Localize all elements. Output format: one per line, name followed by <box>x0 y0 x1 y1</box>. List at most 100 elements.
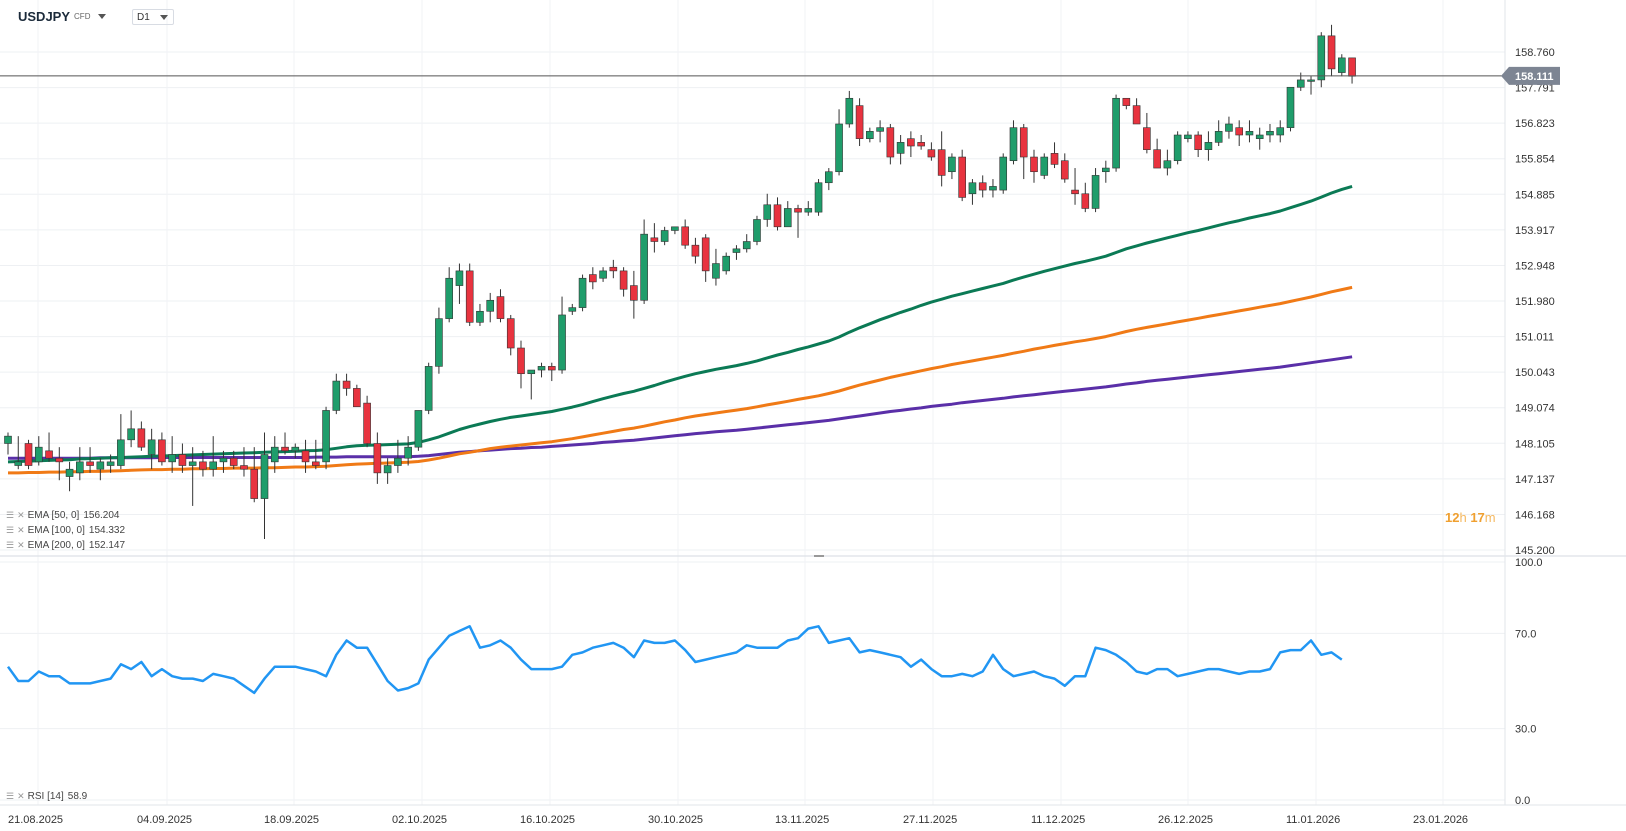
candle-body <box>1009 127 1018 162</box>
drag-handle-icon[interactable]: ☰ <box>6 791 14 801</box>
pane-resize-handle[interactable] <box>814 555 824 557</box>
candle-body <box>630 285 638 301</box>
candle-body <box>1225 123 1233 132</box>
candle <box>250 447 259 503</box>
candle <box>1112 94 1120 172</box>
legend-label: EMA [50, 0] <box>27 510 80 521</box>
candle <box>1163 149 1172 176</box>
candle-body <box>55 457 64 463</box>
date-tick-label: 16.10.2025 <box>520 814 575 826</box>
candle <box>414 410 423 451</box>
candle-body <box>476 310 484 323</box>
rsi-tick-label: 0.0 <box>1515 795 1530 807</box>
candle-body <box>65 468 74 477</box>
candle <box>117 414 125 470</box>
candle-body <box>270 446 279 463</box>
candle <box>866 127 874 143</box>
candle <box>855 98 864 147</box>
candle-body <box>1255 134 1264 139</box>
candle <box>1173 131 1182 165</box>
candle <box>619 267 628 297</box>
candle-body <box>147 439 156 455</box>
price-tick-label: 150.043 <box>1515 367 1555 379</box>
date-tick-label: 18.09.2025 <box>264 814 319 826</box>
candle <box>927 142 936 161</box>
drag-handle-icon[interactable]: ☰ <box>6 525 14 535</box>
candle-body <box>137 428 146 448</box>
candle <box>814 179 823 216</box>
price-tick-label: 151.980 <box>1515 296 1555 308</box>
legend-label: EMA [200, 0] <box>27 540 85 551</box>
candle <box>332 373 341 415</box>
price-tick-label: 153.917 <box>1515 225 1555 237</box>
candle-body <box>424 366 433 411</box>
candle <box>907 131 915 158</box>
drag-handle-icon[interactable]: ☰ <box>6 540 14 550</box>
drag-handle-icon[interactable]: ☰ <box>6 510 14 520</box>
candle-body <box>824 171 833 184</box>
candle <box>1030 149 1038 183</box>
close-icon[interactable]: ✕ <box>17 540 24 550</box>
candle-body <box>1143 127 1151 150</box>
candle <box>199 450 207 477</box>
candle-body <box>1019 127 1028 158</box>
candle <box>999 153 1008 194</box>
candle-body <box>301 450 310 463</box>
candle <box>229 450 238 470</box>
candle <box>671 226 679 235</box>
candle-body <box>188 461 197 466</box>
timeframe-selector[interactable]: D1 <box>132 9 174 25</box>
candle-body <box>712 263 720 279</box>
candle <box>804 201 813 216</box>
candle-body <box>168 454 176 463</box>
date-tick-label: 04.09.2025 <box>137 814 192 826</box>
rsi-line <box>6 625 1343 695</box>
candle-body <box>24 443 33 466</box>
candle-body <box>886 127 895 158</box>
candle <box>363 395 371 448</box>
legend-value: 152.147 <box>88 540 126 551</box>
candle-body <box>281 446 289 452</box>
candle <box>188 447 197 506</box>
candle <box>45 432 53 462</box>
candle-body <box>86 461 94 466</box>
chevron-down-icon[interactable] <box>98 13 107 19</box>
symbol-selector[interactable]: USDJPY CFD <box>18 6 107 26</box>
price-tick-label: 146.168 <box>1515 509 1555 521</box>
candle-body <box>558 314 566 371</box>
candle-body <box>127 428 135 441</box>
chevron-down-icon[interactable] <box>160 15 168 20</box>
candle-body <box>671 226 679 231</box>
close-icon[interactable]: ✕ <box>17 510 24 520</box>
candle-body <box>609 266 618 272</box>
candle-body <box>547 366 556 371</box>
close-icon[interactable]: ✕ <box>17 791 24 801</box>
candle-body <box>1153 149 1161 169</box>
candle <box>240 447 248 477</box>
candle <box>599 267 607 282</box>
date-tick-label: 30.10.2025 <box>648 814 703 826</box>
candle-body <box>342 380 351 389</box>
candle <box>609 259 618 279</box>
candle <box>404 436 412 466</box>
candle-body <box>958 156 966 198</box>
candle-body <box>937 149 946 176</box>
candle <box>1286 86 1295 132</box>
candle <box>1019 123 1028 180</box>
price-tick-label: 154.885 <box>1515 189 1555 201</box>
candle-body <box>14 461 23 466</box>
candle <box>34 436 43 466</box>
candle-body <box>260 454 269 499</box>
date-tick-label: 13.11.2025 <box>775 814 829 826</box>
candle-body <box>845 97 854 125</box>
candle-body <box>619 270 628 290</box>
candle-body <box>1296 79 1305 88</box>
candle <box>958 149 966 202</box>
candle-body <box>989 186 997 191</box>
symbol-name: USDJPY <box>18 8 71 24</box>
candle <box>465 263 474 326</box>
candle-body <box>1163 160 1172 169</box>
candle <box>1132 98 1141 125</box>
close-icon[interactable]: ✕ <box>17 525 24 535</box>
